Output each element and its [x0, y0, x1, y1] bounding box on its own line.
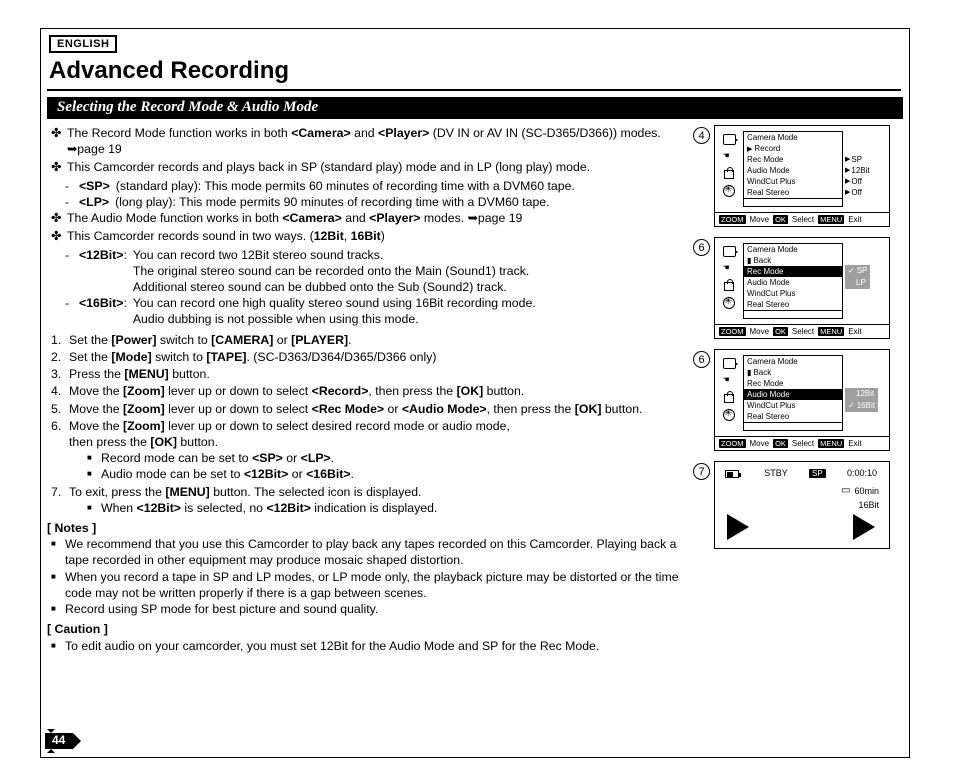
- hand-icon: ☚: [723, 151, 736, 163]
- step-number-icon: 4: [693, 127, 710, 144]
- figure-column: 4 ☚ Camera Mode ▶Record Rec Mode: [693, 125, 903, 654]
- battery-icon: [725, 470, 739, 478]
- title-rule: [47, 89, 901, 91]
- camera-icon: [723, 134, 736, 145]
- tape-icon: ▭: [841, 484, 850, 498]
- figure-4: 4 ☚ Camera Mode ▶Record Rec Mode: [693, 125, 903, 227]
- hand-icon: ☚: [723, 375, 736, 387]
- step-number-icon: 6: [693, 239, 710, 256]
- lock-icon: [724, 170, 734, 179]
- osd-status: STBY SP 0:00:10 ▭60min 16Bit: [715, 462, 889, 548]
- notes-heading: [ Notes ]: [47, 520, 687, 536]
- figure-6b: 6 ☚ Camera Mode ▮Back Rec Mode: [693, 349, 903, 451]
- gear-icon: [723, 185, 735, 197]
- lock-icon: [724, 394, 734, 403]
- section-heading: Selecting the Record Mode & Audio Mode: [47, 97, 903, 119]
- play-icon: [727, 514, 749, 540]
- hand-icon: ☚: [723, 263, 736, 275]
- body-text: ✤ The Record Mode function works in both…: [47, 125, 687, 654]
- figure-7: 7 STBY SP 0:00:10 ▭60min 16Bit: [693, 461, 903, 549]
- osd-footer: ZOOMMove OKSelect MENUExit: [715, 436, 889, 450]
- gear-icon: [723, 409, 735, 421]
- osd-menu: Camera Mode ▶Record Rec Mode Audio Mode …: [743, 131, 843, 207]
- caution-heading: [ Caution ]: [47, 621, 687, 637]
- gear-icon: [723, 297, 735, 309]
- page-title: Advanced Recording: [49, 57, 909, 85]
- camera-icon: [723, 246, 736, 257]
- step-number-icon: 7: [693, 463, 710, 480]
- step-number-icon: 6: [693, 351, 710, 368]
- osd-footer: ZOOMMove OKSelect MENUExit: [715, 212, 889, 226]
- page-frame: ENGLISH Advanced Recording Selecting the…: [40, 28, 910, 758]
- play-icon: [853, 514, 875, 540]
- osd-footer: ZOOMMove OKSelect MENUExit: [715, 324, 889, 338]
- language-badge: ENGLISH: [49, 35, 117, 53]
- figure-6a: 6 ☚ Camera Mode ▮Back Rec Mode: [693, 237, 903, 339]
- osd-menu: Camera Mode ▮Back Rec Mode Audio Mode Wi…: [743, 243, 843, 319]
- osd-menu: Camera Mode ▮Back Rec Mode Audio Mode Wi…: [743, 355, 843, 431]
- page-number-badge: 44: [45, 729, 81, 753]
- lock-icon: [724, 282, 734, 291]
- camera-icon: [723, 358, 736, 369]
